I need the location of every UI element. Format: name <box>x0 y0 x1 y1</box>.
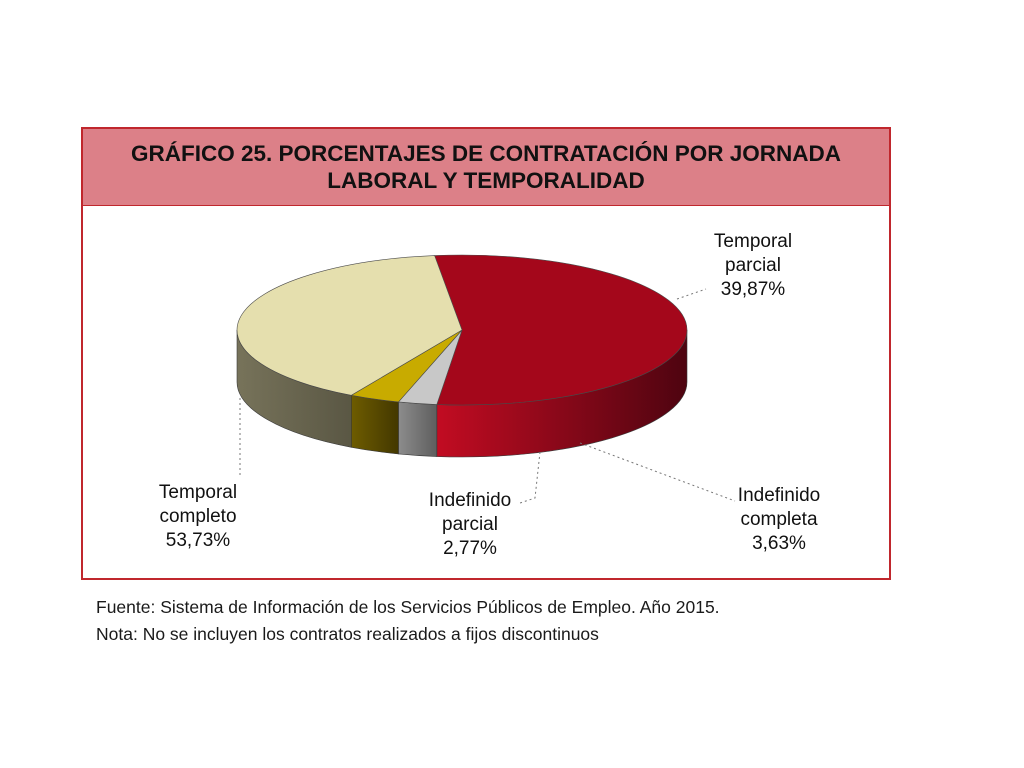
slice-name-line: Temporal <box>158 482 238 503</box>
leader-line-3 <box>676 288 707 300</box>
notes: Fuente: Sistema de Información de los Se… <box>96 594 720 648</box>
slice-label-0: Temporal completo 53,73% <box>159 481 237 553</box>
slice-value: 39,87% <box>720 279 786 300</box>
slice-value: 53,73% <box>165 530 231 551</box>
pie-side-2 <box>351 394 399 455</box>
slice-value: 3,63% <box>752 533 806 554</box>
slice-value: 2,77% <box>443 538 497 559</box>
slice-label-1: Indefinido parcial 2,77% <box>429 489 511 561</box>
slice-name-line: Indefinido <box>737 485 821 506</box>
leader-line-2 <box>579 442 736 502</box>
title-bar: GRÁFICO 25. PORCENTAJES DE CONTRATACIÓN … <box>83 129 889 206</box>
slice-label-2: Indefinido completa 3,63% <box>738 484 820 556</box>
source-note: Fuente: Sistema de Información de los Se… <box>96 597 720 617</box>
exclusion-note: Nota: No se incluyen los contratos reali… <box>96 624 599 644</box>
pie-tops <box>236 254 688 406</box>
chart-title: GRÁFICO 25. PORCENTAJES DE CONTRATACIÓN … <box>130 141 842 193</box>
slice-label-3: Temporal parcial 39,87% <box>714 230 792 302</box>
chart-figure: GRÁFICO 25. PORCENTAJES DE CONTRATACIÓN … <box>81 127 891 580</box>
slice-name-line: parcial <box>442 514 498 535</box>
pie-side-1 <box>398 401 438 457</box>
pie-slice-3 <box>236 255 463 396</box>
leader-line-1 <box>519 451 541 504</box>
slice-name-line: Indefinido <box>428 490 512 511</box>
slice-name-line: completo <box>159 506 237 527</box>
pie-slice-0 <box>434 254 688 406</box>
slice-name-line: parcial <box>725 255 781 276</box>
leader-lines <box>239 288 736 504</box>
slice-name-line: Temporal <box>713 231 793 252</box>
slice-name-line: completa <box>740 509 818 530</box>
